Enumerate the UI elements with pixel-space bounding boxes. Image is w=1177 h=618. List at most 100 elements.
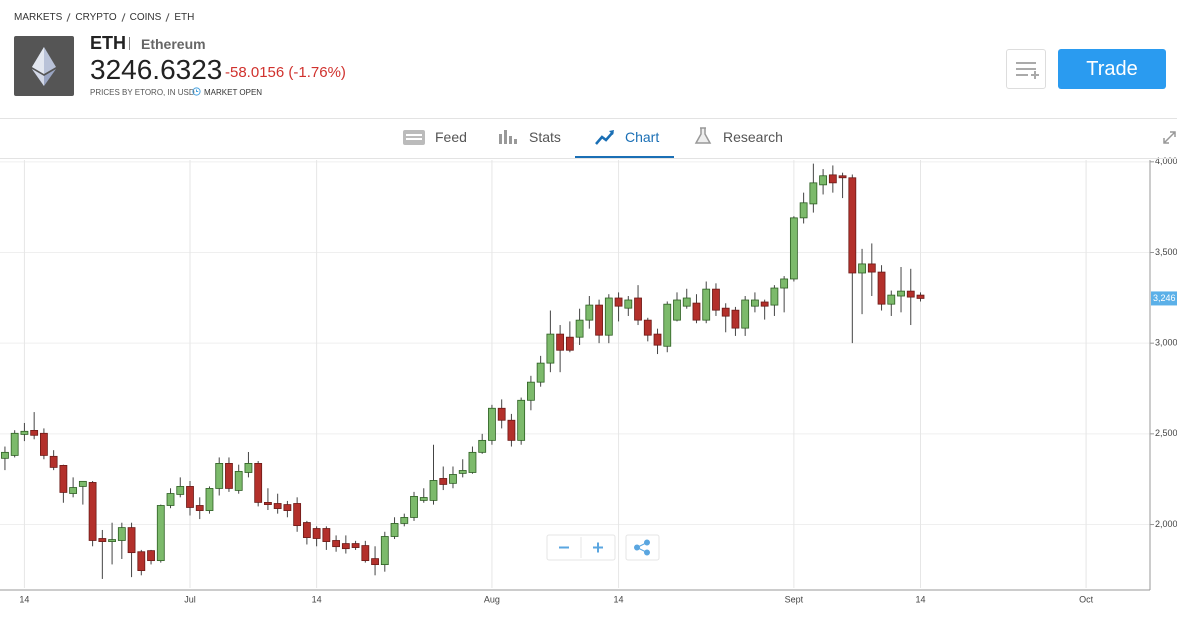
share-icon[interactable]: [634, 539, 650, 556]
candle-body: [468, 451, 477, 473]
candle-body: [458, 470, 467, 474]
candle-body: [117, 527, 126, 541]
candle-body: [565, 336, 574, 351]
candle-body: [634, 297, 642, 321]
candle-body: [186, 486, 194, 508]
candle-body: [176, 486, 185, 495]
candle-body: [30, 430, 39, 436]
candle-body: [361, 545, 370, 562]
x-tick-label: Jul: [184, 594, 196, 604]
candle-body: [536, 362, 545, 383]
price-change: -58.0156 (-1.76%): [225, 64, 346, 81]
candle-body: [741, 299, 750, 329]
candle-body: [731, 309, 740, 329]
x-tick-label: Oct: [1079, 594, 1094, 604]
breadcrumb[interactable]: COINS: [129, 12, 162, 23]
candle-body: [906, 290, 915, 298]
candle-body: [49, 455, 58, 468]
tab[interactable]: Research: [723, 129, 783, 145]
candle-body: [760, 301, 769, 307]
crumb-separator: [165, 13, 170, 22]
candle-body: [799, 202, 808, 219]
y-tick-label: 3,000: [1155, 338, 1177, 348]
candle-body: [273, 503, 282, 509]
clock-icon: [192, 87, 201, 96]
tab-active[interactable]: Chart: [625, 129, 660, 145]
candle-body: [916, 294, 925, 299]
candle-body: [205, 488, 214, 511]
coin-name: Ethereum: [141, 36, 206, 52]
breadcrumb[interactable]: MARKETS: [14, 12, 63, 23]
candle-body: [20, 430, 29, 435]
candle-body: [867, 263, 876, 273]
candle-body: [166, 493, 175, 506]
candle-body: [780, 278, 789, 289]
divider: [0, 118, 1177, 119]
candle-body: [595, 304, 603, 336]
candle-body: [351, 543, 360, 548]
watchlist-button[interactable]: [1006, 49, 1046, 89]
candle-body: [244, 463, 253, 473]
candle-body: [380, 536, 389, 566]
candle-body: [59, 465, 68, 493]
tab-underline: [575, 156, 674, 158]
trade-button[interactable]: Trade: [1058, 49, 1166, 89]
y-tick-label: 2,500: [1155, 428, 1177, 438]
breadcrumb[interactable]: ETH: [174, 12, 195, 23]
divider: [0, 158, 1177, 159]
candle-body: [517, 399, 526, 441]
candle-body: [419, 497, 428, 501]
candle-body: [770, 287, 779, 306]
candle-body: [371, 558, 379, 566]
plot: 2,000 2,500 3,000 3,500 4,000 14 Jul 14 Aug 14 Sep…: [0, 156, 1177, 604]
chart-icon: [595, 130, 614, 145]
candle-body: [809, 182, 818, 205]
market-status: MARKET OPEN: [204, 88, 263, 97]
candle-body: [897, 290, 905, 297]
candle-body: [663, 303, 672, 347]
y-tick-label: 2,000: [1155, 519, 1177, 529]
zoom-controls: [546, 534, 660, 561]
x-tick-label: 14: [312, 594, 322, 604]
candle-body: [1, 451, 9, 459]
candle-body: [643, 319, 652, 336]
candle-body: [507, 419, 516, 441]
candle-body: [819, 175, 827, 186]
candle-body: [848, 177, 857, 274]
crumb-separator: [66, 13, 71, 22]
candle-body: [410, 496, 418, 518]
candle-body: [439, 478, 448, 485]
candle-body: [195, 505, 204, 511]
price-tag: [1151, 291, 1177, 306]
candle-body: [673, 299, 681, 321]
tab[interactable]: Stats: [529, 129, 561, 145]
price: 3246.6323: [90, 54, 223, 85]
candle-body: [585, 304, 594, 321]
symbol: ETH: [90, 33, 126, 53]
candle-body: [429, 480, 438, 501]
candle-body: [838, 175, 847, 179]
candle-body: [127, 527, 136, 554]
candle-body: [653, 333, 662, 346]
crumb-separator: [121, 13, 126, 22]
candle-body: [341, 543, 350, 550]
candle-body: [215, 463, 224, 489]
expand-icon[interactable]: [1162, 130, 1177, 145]
candle-body: [682, 297, 691, 307]
candle-body: [478, 439, 487, 453]
candle-body: [10, 432, 19, 456]
candle-body: [712, 288, 720, 311]
breadcrumb[interactable]: CRYPTO: [75, 12, 117, 23]
separator: [129, 37, 130, 50]
candle-body: [283, 504, 292, 511]
stats-icon: [499, 130, 517, 144]
zoom-in[interactable]: [593, 542, 603, 553]
x-tick-label: 14: [614, 594, 624, 604]
candle-body: [400, 517, 409, 524]
feed-icon: [403, 130, 425, 145]
candle-body: [234, 470, 243, 491]
candle-body: [322, 528, 331, 542]
tab[interactable]: Feed: [435, 129, 467, 145]
